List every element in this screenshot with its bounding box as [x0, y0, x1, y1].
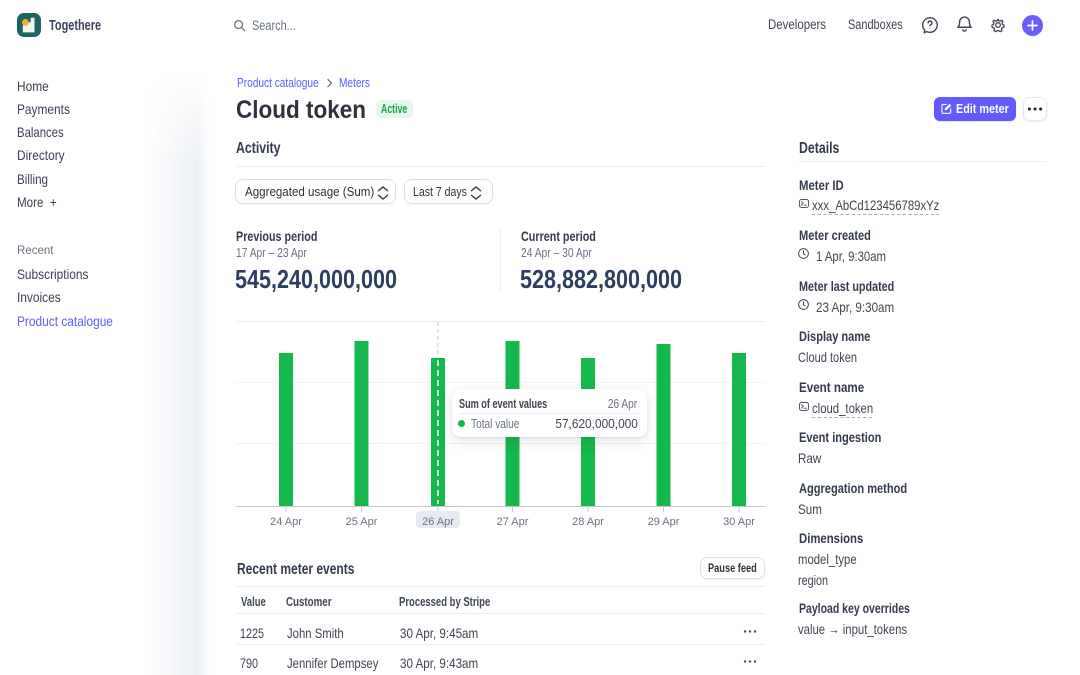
svg-text:27 Apr: 27 Apr [497, 516, 529, 528]
svg-text:29 Apr: 29 Apr [648, 516, 680, 528]
svg-text:26 Apr: 26 Apr [422, 516, 454, 528]
svg-text:24 Apr: 24 Apr [270, 516, 302, 528]
svg-text:28 Apr: 28 Apr [572, 516, 604, 528]
svg-text:25 Apr: 25 Apr [346, 516, 378, 528]
svg-text:30 Apr: 30 Apr [723, 516, 755, 528]
